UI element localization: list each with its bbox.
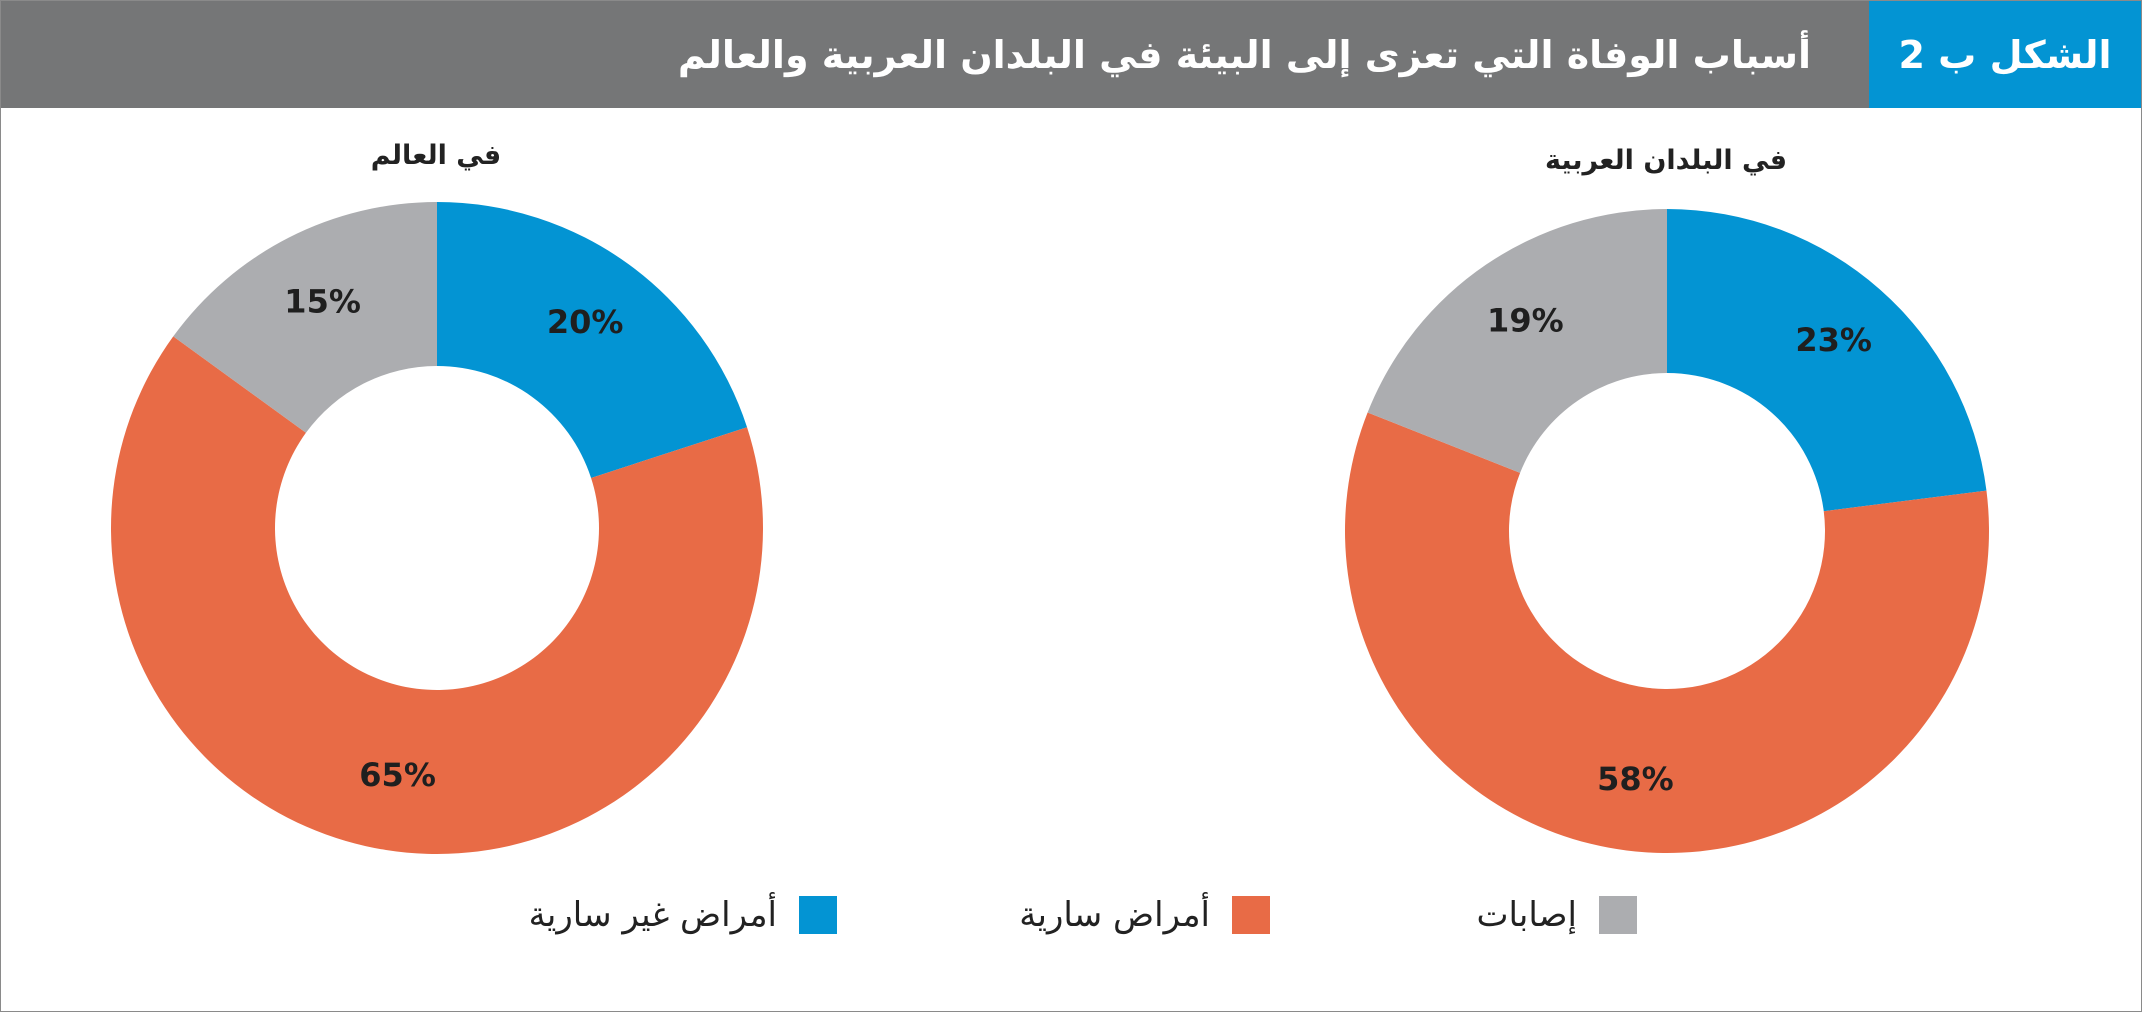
legend-label-noncommunicable: أمراض غير سارية [528,895,777,935]
world-slice-noncommunicable [437,202,748,478]
world-slice-communicable [111,336,764,854]
legend-item-injuries: إصابات [1476,890,1637,940]
legend-label-injuries: إصابات [1476,895,1577,935]
arab-label-communicable: 58% [1597,760,1674,798]
legend-swatch-communicable [1232,896,1270,934]
arab-label-injuries: 19% [1487,302,1564,340]
chart-title-arab: في البلدان العربية [1544,145,1788,176]
figure-title: أسباب الوفاة التي تعزى إلى البيئة في الب… [677,32,1811,77]
arab-slice-injuries [1367,209,1667,473]
arab-slice-noncommunicable [1667,208,1987,512]
world-slice-injuries [173,202,438,433]
legend-label-communicable: أمراض سارية [1019,895,1210,935]
donut-chart-arab: 23% 58% 19% [1345,208,1990,853]
donut-chart-world: 20% 65% 15% [111,202,764,854]
figure-header: أسباب الوفاة التي تعزى إلى البيئة في الب… [1,1,2141,108]
legend-item-noncommunicable: أمراض غير سارية [529,890,837,940]
chart-title-world: في العالم [370,140,502,171]
arab-slice-communicable [1345,412,1990,853]
legend-swatch-injuries [1599,896,1637,934]
world-label-noncommunicable: 20% [547,303,624,341]
arab-label-noncommunicable: 23% [1795,321,1872,359]
legend-item-communicable: أمراض سارية [1019,890,1270,940]
legend-swatch-noncommunicable [799,896,837,934]
world-label-injuries: 15% [284,282,361,320]
world-label-communicable: 65% [359,756,436,794]
figure-label: الشكل ب 2 [1869,1,2141,108]
